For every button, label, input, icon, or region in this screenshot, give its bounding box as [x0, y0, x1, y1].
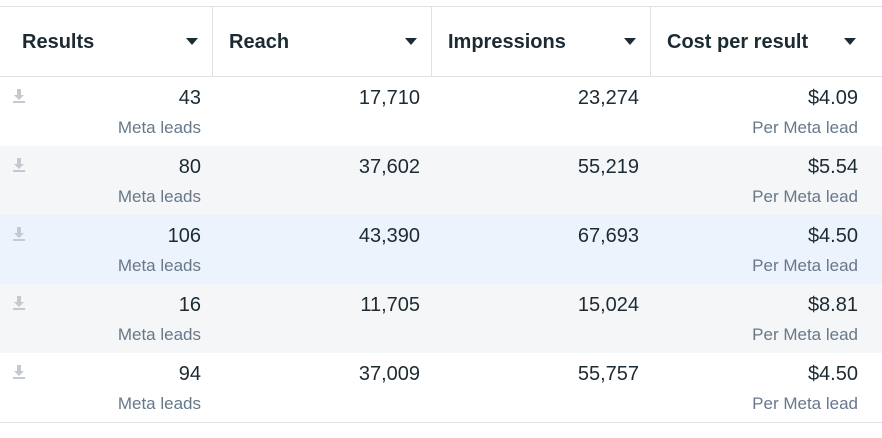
cost-value: $4.50	[807, 225, 858, 247]
impressions-value: 55,757	[577, 363, 639, 385]
results-cell: 80 Meta leads	[0, 146, 213, 215]
reach-cell: 37,602	[213, 146, 432, 215]
results-value: 43	[178, 87, 201, 109]
impressions-value: 23,274	[577, 87, 639, 109]
reach-cell: 11,705	[213, 284, 432, 353]
reach-cell: 17,710	[213, 77, 432, 146]
column-header-cost-per-result[interactable]: Cost per result	[651, 7, 870, 76]
results-unit: Meta leads	[117, 256, 201, 275]
column-header-label: Cost per result	[667, 31, 809, 53]
column-header-reach[interactable]: Reach	[213, 7, 432, 76]
column-header-label: Impressions	[448, 31, 566, 53]
column-header-label: Results	[22, 31, 95, 53]
table-row[interactable]: 43 Meta leads 17,710 23,274 $4.09 Per Me…	[0, 77, 882, 146]
table-row[interactable]: 94 Meta leads 37,009 55,757 $4.50 Per Me…	[0, 353, 882, 423]
download-icon[interactable]	[10, 225, 28, 243]
results-value: 94	[178, 363, 201, 385]
cost-unit: Per Meta lead	[752, 256, 858, 275]
cost-value: $4.50	[807, 363, 858, 385]
results-unit: Meta leads	[117, 187, 201, 206]
cost-value: $8.81	[807, 294, 858, 316]
impressions-value: 15,024	[577, 294, 639, 316]
cost-cell: $5.54 Per Meta lead	[651, 146, 870, 215]
cost-cell: $4.09 Per Meta lead	[651, 77, 870, 146]
results-value: 106	[167, 225, 201, 247]
cost-unit: Per Meta lead	[752, 394, 858, 413]
results-unit: Meta leads	[117, 118, 201, 137]
results-cell: 43 Meta leads	[0, 77, 213, 146]
cost-unit: Per Meta lead	[752, 187, 858, 206]
column-header-label: Reach	[229, 31, 290, 53]
column-header-impressions[interactable]: Impressions	[432, 7, 651, 76]
impressions-value: 67,693	[577, 225, 639, 247]
cost-cell: $4.50 Per Meta lead	[651, 215, 870, 284]
cost-value: $5.54	[807, 156, 858, 178]
ads-metrics-table: Results Reach Impressions Cost per resul…	[0, 6, 882, 423]
reach-value: 37,602	[358, 156, 420, 178]
cost-cell: $8.81 Per Meta lead	[651, 284, 870, 353]
table-header: Results Reach Impressions Cost per resul…	[0, 6, 882, 77]
results-value: 80	[178, 156, 201, 178]
results-cell: 106 Meta leads	[0, 215, 213, 284]
column-header-results[interactable]: Results	[0, 7, 213, 76]
caret-down-icon[interactable]	[405, 38, 417, 45]
caret-down-icon[interactable]	[186, 38, 198, 45]
reach-value: 37,009	[358, 363, 420, 385]
table-row[interactable]: 106 Meta leads 43,390 67,693 $4.50 Per M…	[0, 215, 882, 284]
cost-unit: Per Meta lead	[752, 118, 858, 137]
download-icon[interactable]	[10, 294, 28, 312]
cost-value: $4.09	[807, 87, 858, 109]
impressions-cell: 55,757	[432, 353, 651, 422]
reach-cell: 37,009	[213, 353, 432, 422]
reach-value: 17,710	[358, 87, 420, 109]
download-icon[interactable]	[10, 156, 28, 174]
caret-down-icon[interactable]	[624, 38, 636, 45]
download-icon[interactable]	[10, 87, 28, 105]
table-row[interactable]: 80 Meta leads 37,602 55,219 $5.54 Per Me…	[0, 146, 882, 215]
cost-cell: $4.50 Per Meta lead	[651, 353, 870, 422]
results-unit: Meta leads	[117, 394, 201, 413]
reach-cell: 43,390	[213, 215, 432, 284]
download-icon[interactable]	[10, 363, 28, 381]
impressions-cell: 55,219	[432, 146, 651, 215]
results-cell: 16 Meta leads	[0, 284, 213, 353]
cost-unit: Per Meta lead	[752, 325, 858, 344]
impressions-value: 55,219	[577, 156, 639, 178]
impressions-cell: 23,274	[432, 77, 651, 146]
impressions-cell: 15,024	[432, 284, 651, 353]
results-cell: 94 Meta leads	[0, 353, 213, 422]
results-unit: Meta leads	[117, 325, 201, 344]
table-row[interactable]: 16 Meta leads 11,705 15,024 $8.81 Per Me…	[0, 284, 882, 353]
reach-value: 11,705	[360, 294, 420, 316]
caret-down-icon[interactable]	[844, 38, 856, 45]
results-value: 16	[178, 294, 201, 316]
reach-value: 43,390	[358, 225, 420, 247]
impressions-cell: 67,693	[432, 215, 651, 284]
